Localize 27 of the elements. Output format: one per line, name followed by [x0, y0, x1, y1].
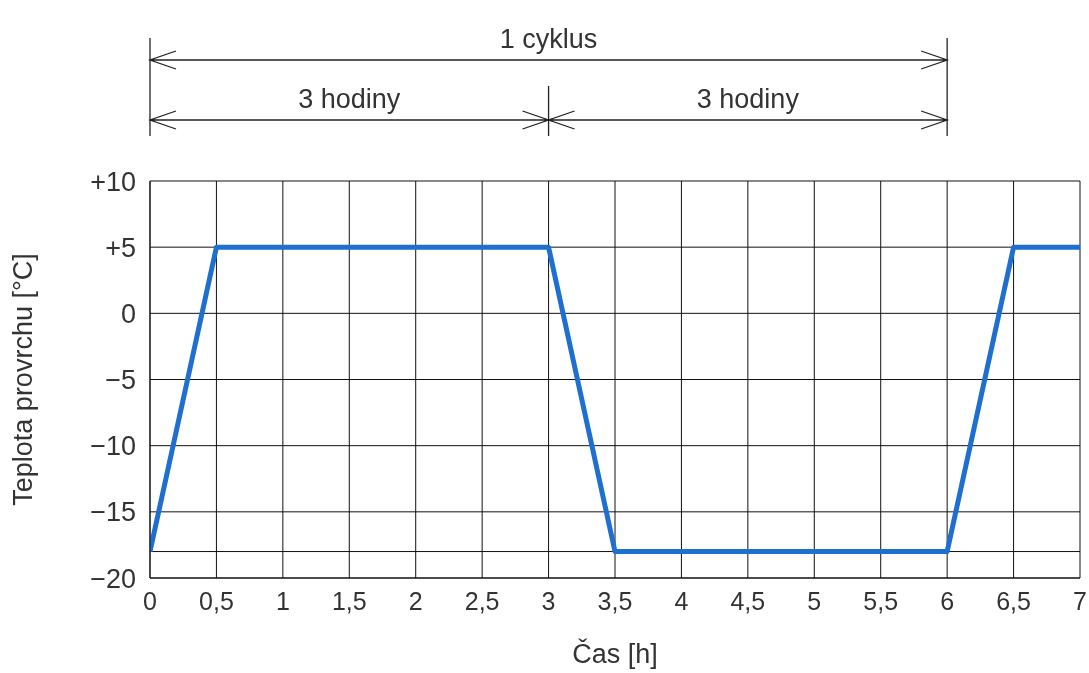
y-tick-label: 0 [120, 298, 136, 329]
y-tick-label: −15 [90, 497, 136, 528]
x-tick-label: 6,5 [996, 586, 1031, 615]
text: 1 cyklus [499, 24, 598, 54]
x-tick-label: 6 [940, 586, 955, 615]
x-tick-label: 1,5 [331, 586, 367, 615]
x-tick-label: 0 [143, 586, 157, 615]
x-tick-label: 3,5 [597, 586, 633, 615]
y-tick-label: +5 [105, 232, 136, 263]
y-tick-label: −10 [90, 431, 136, 462]
text: 3 hodiny [696, 84, 800, 114]
x-tick-label: 4,5 [730, 586, 766, 615]
y-tick-label: +10 [90, 166, 136, 197]
x-tick-label: 0,5 [199, 586, 234, 615]
x-tick-label: 2 [408, 586, 423, 615]
x-tick-label: 5 [807, 586, 822, 615]
y-axis-title: Teplota provrchu [°C] [7, 253, 38, 506]
text: 3 hodiny [298, 84, 401, 114]
y-tick-label: −5 [105, 365, 136, 396]
y-tick-label: −20 [90, 563, 136, 594]
x-tick-label: 7 [1073, 586, 1087, 615]
x-tick-label: 4 [674, 586, 689, 615]
x-tick-label: 2,5 [464, 586, 500, 615]
x-axis-title: Čas [h] [572, 638, 658, 669]
x-tick-label: 3 [541, 586, 556, 615]
x-tick-label: 5,5 [863, 586, 899, 615]
x-tick-label: 1 [275, 586, 290, 615]
